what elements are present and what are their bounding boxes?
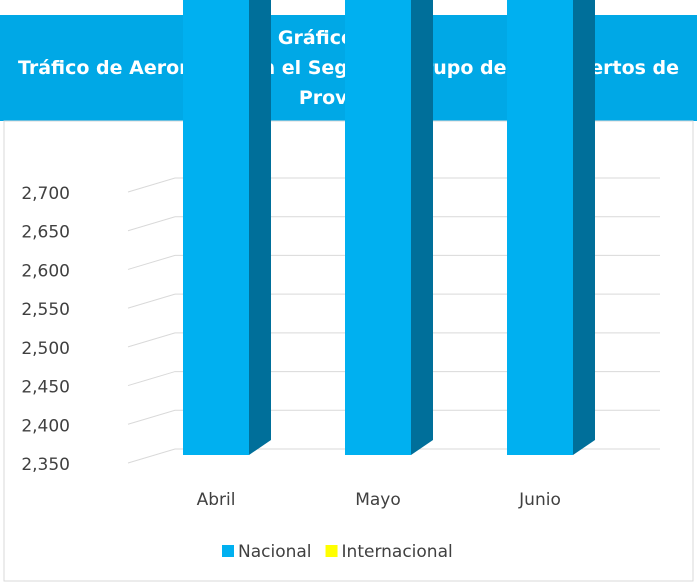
y-tick-label: 2,350: [21, 455, 70, 475]
grid-line: [127, 332, 660, 348]
y-tick-label: 2,450: [21, 378, 70, 398]
grid-line: [127, 216, 660, 232]
x-tick-label: Mayo: [355, 490, 401, 510]
x-tick-label: Abril: [197, 490, 236, 510]
bar-side: [249, 0, 271, 455]
grid-line: [127, 409, 660, 425]
bar-segment: [183, 0, 249, 455]
legend-swatch: [222, 545, 234, 557]
y-tick-label: 2,700: [21, 184, 70, 204]
legend-label: Internacional: [342, 542, 453, 562]
x-tick-label: Junio: [518, 490, 561, 510]
bar-segment: [507, 0, 573, 455]
bar-side: [411, 0, 433, 455]
grid-line: [127, 293, 660, 309]
y-tick-label: 2,400: [21, 416, 70, 436]
y-tick-label: 2,500: [21, 339, 70, 359]
legend-swatch: [325, 545, 338, 557]
grid-line: [127, 448, 660, 464]
bar-side: [573, 0, 595, 455]
y-tick-label: 2,650: [21, 223, 70, 243]
legend-label: Nacional: [238, 542, 312, 562]
grid-line: [127, 177, 660, 193]
y-tick-label: 2,550: [21, 300, 70, 320]
grid-line: [127, 371, 660, 387]
grid-line: [127, 254, 660, 270]
y-tick-label: 2,600: [21, 261, 70, 281]
bar-segment: [345, 0, 411, 456]
